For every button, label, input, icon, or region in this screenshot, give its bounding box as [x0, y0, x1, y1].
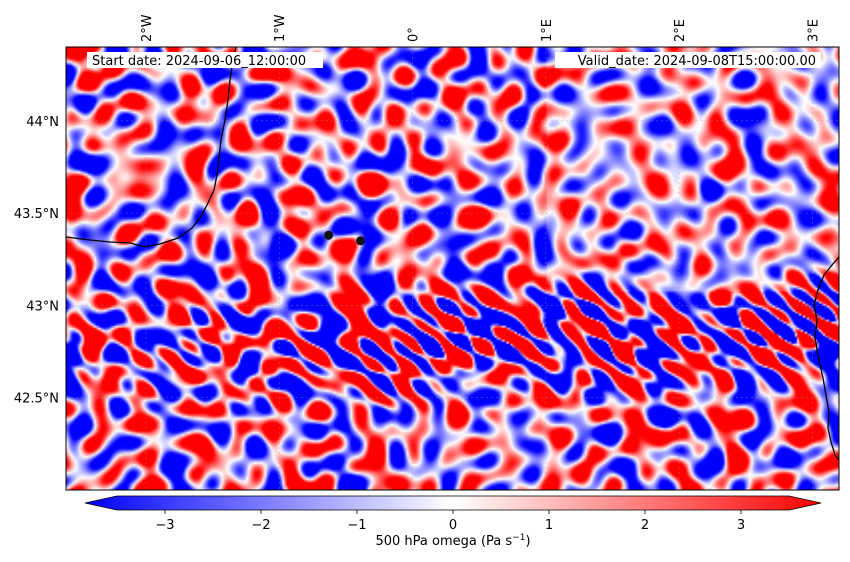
valid-date-box [555, 52, 821, 68]
colorbar-label: 500 hPa omega (Pa s−1) [375, 533, 530, 549]
gridlines [66, 47, 839, 490]
lat-tick-label: 44°N [26, 115, 59, 130]
colorbar-gradient [85, 496, 821, 510]
lon-tick-label: 0° [407, 27, 422, 42]
lon-tick-label: 1°W [273, 14, 288, 42]
lon-tick-label: 3°E [806, 19, 821, 42]
coastline-bay-of-biscay [66, 47, 237, 248]
coastline-mediterranean [813, 256, 839, 461]
lat-tick-label: 43°N [26, 299, 59, 314]
longitude-tick-labels: 2°W 1°W 0° 1°E 2°E 3°E [140, 14, 821, 42]
valid-date-label: Valid_date: 2024-09-08T15:00:00.00 [578, 54, 816, 69]
location-marker [356, 236, 366, 246]
location-markers [324, 230, 366, 246]
map-frame [65, 46, 840, 491]
lat-tick-label: 43.5°N [14, 207, 59, 222]
start-date-label: Start date: 2024-09-06_12:00:00 [92, 54, 306, 69]
colorbar-tick-label: −3 [155, 518, 174, 533]
colorbar-ticks: −3 −2 −1 0 1 2 3 [155, 510, 745, 533]
colorbar: −3 −2 −1 0 1 2 3 500 hPa omega (Pa s−1) [84, 495, 822, 549]
lat-tick-label: 42.5°N [14, 392, 59, 407]
colorbar-tick-label: 2 [641, 518, 649, 533]
colorbar-tick-label: 1 [545, 518, 553, 533]
colorbar-outline [84, 495, 822, 511]
latitude-tick-labels: 44°N 43.5°N 43°N 42.5°N [14, 115, 59, 407]
start-date-box [87, 52, 323, 68]
location-marker [324, 230, 334, 240]
map-panel: Start date: 2024-09-06_12:00:00 Valid_da… [65, 46, 840, 491]
colorbar-tick-label: 0 [449, 518, 457, 533]
lon-tick-label: 1°E [540, 19, 555, 42]
colorbar-tick-label: 3 [737, 518, 745, 533]
lon-tick-label: 2°E [673, 19, 688, 42]
omega-field [66, 47, 839, 490]
colorbar-tick-label: −1 [347, 518, 366, 533]
colorbar-tick-label: −2 [251, 518, 270, 533]
lon-tick-label: 2°W [140, 14, 155, 42]
